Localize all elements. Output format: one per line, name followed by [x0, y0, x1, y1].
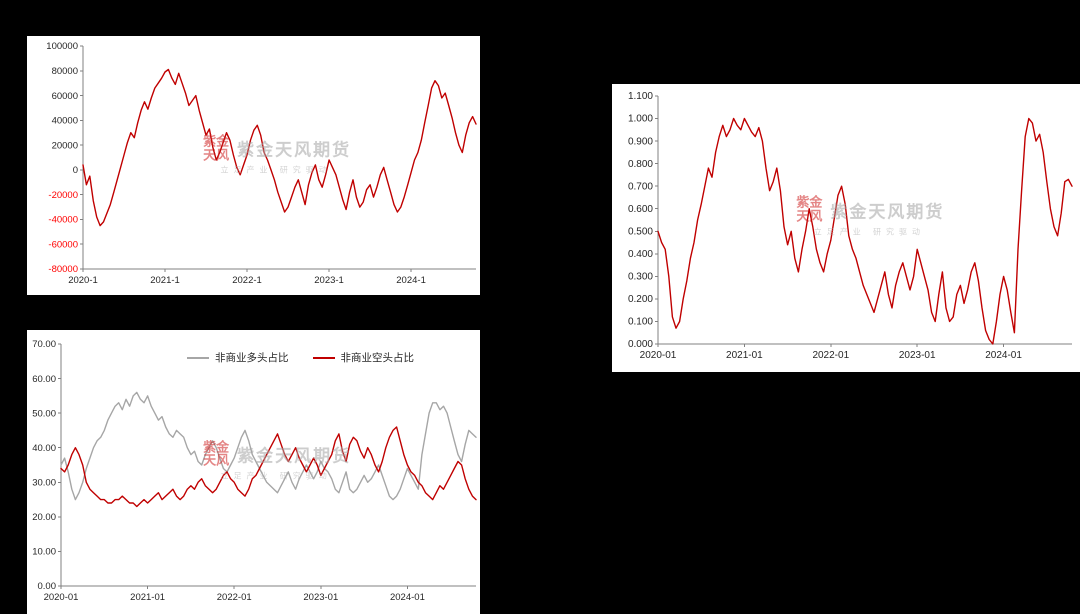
svg-text:2020-01: 2020-01: [44, 592, 79, 603]
svg-text:-60000: -60000: [48, 239, 78, 250]
svg-text:60000: 60000: [52, 91, 78, 102]
svg-text:2024-1: 2024-1: [396, 275, 426, 286]
svg-text:0.400: 0.400: [628, 249, 653, 260]
svg-text:2022-01: 2022-01: [812, 350, 849, 361]
long-series-swatch: [187, 356, 209, 359]
svg-text:80000: 80000: [52, 66, 78, 77]
svg-text:2023-01: 2023-01: [303, 592, 338, 603]
svg-text:20.00: 20.00: [32, 512, 56, 523]
svg-text:-80000: -80000: [48, 264, 78, 275]
chart-panel-ratio-index: 1.100 1.000 0.900 0.800 0.700 0.600 0.500 0.400…: [612, 84, 1080, 372]
svg-text:1.000: 1.000: [628, 114, 653, 125]
svg-text:2020-1: 2020-1: [68, 275, 98, 286]
chart-panel-noncommercial-ratios: 70.00 60.00 50.00 40.00 30.00 20.00 10.00 0.00 2…: [27, 330, 480, 614]
svg-text:2024-01: 2024-01: [985, 350, 1022, 361]
chart-panel-net-position: 100000 80000 60000 40000 20000 0 -20000 -40000 -…: [27, 36, 480, 295]
svg-text:2023-01: 2023-01: [899, 350, 936, 361]
svg-text:100000: 100000: [46, 41, 78, 52]
svg-text:0.600: 0.600: [628, 204, 653, 215]
svg-text:40000: 40000: [52, 116, 78, 127]
svg-text:-40000: -40000: [48, 215, 78, 226]
chart-legend: 非商业多头占比 非商业空头占比: [187, 350, 414, 365]
svg-text:70.00: 70.00: [32, 339, 56, 350]
svg-text:0.500: 0.500: [628, 226, 653, 237]
svg-text:0.700: 0.700: [628, 181, 653, 192]
noncommercial-ratios-line-chart: 70.0060.0050.0040.0030.0020.0010.000.002…: [32, 339, 477, 603]
legend-label-long: 非商业多头占比: [215, 352, 289, 364]
svg-text:60.00: 60.00: [32, 374, 56, 385]
svg-text:2022-01: 2022-01: [217, 592, 252, 603]
net-position-line-chart: 100000 80000 60000 40000 20000 0 -20000 -40000 -…: [46, 41, 477, 286]
svg-text:0.900: 0.900: [628, 136, 653, 147]
svg-text:50.00: 50.00: [32, 408, 56, 419]
svg-text:20000: 20000: [52, 140, 78, 151]
svg-text:2023-1: 2023-1: [314, 275, 344, 286]
svg-text:1.100: 1.100: [628, 91, 653, 102]
svg-text:-20000: -20000: [48, 190, 78, 201]
svg-text:2020-01: 2020-01: [640, 350, 677, 361]
svg-text:30.00: 30.00: [32, 477, 56, 488]
svg-text:0.300: 0.300: [628, 272, 653, 283]
svg-text:40.00: 40.00: [32, 443, 56, 454]
short-series-swatch: [312, 356, 335, 359]
svg-text:0.100: 0.100: [628, 317, 653, 328]
legend-item-long: 非商业多头占比: [187, 350, 289, 365]
legend-label-short: 非商业空头占比: [340, 352, 415, 364]
svg-text:0.800: 0.800: [628, 159, 653, 170]
svg-text:0: 0: [73, 165, 78, 176]
svg-text:10.00: 10.00: [32, 547, 56, 558]
svg-text:2021-01: 2021-01: [726, 350, 763, 361]
svg-text:0.200: 0.200: [628, 294, 653, 305]
ratio-index-line-chart: 1.100 1.000 0.900 0.800 0.700 0.600 0.500 0.400…: [628, 91, 1073, 361]
legend-item-short: 非商业空头占比: [312, 350, 415, 365]
svg-text:0.00: 0.00: [38, 581, 57, 592]
svg-text:2024-01: 2024-01: [390, 592, 425, 603]
svg-text:2022-1: 2022-1: [232, 275, 262, 286]
svg-text:0.000: 0.000: [628, 339, 653, 350]
svg-text:2021-1: 2021-1: [150, 275, 180, 286]
svg-text:2021-01: 2021-01: [130, 592, 165, 603]
